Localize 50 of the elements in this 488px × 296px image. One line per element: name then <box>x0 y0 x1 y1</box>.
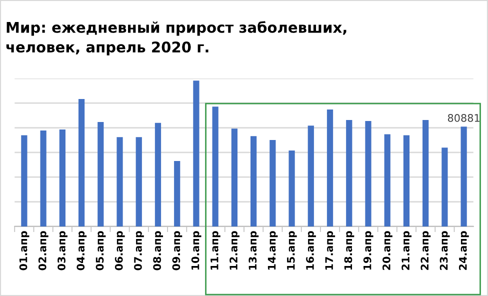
x-tick-label: 21.апр <box>402 231 412 270</box>
x-tick-label: 03.апр <box>58 231 68 270</box>
x-tick-label: 08.апр <box>153 231 164 270</box>
x-tick-label: 01.апр <box>19 231 30 270</box>
bar <box>98 122 104 226</box>
x-tick-label: 23.апр <box>440 231 450 270</box>
x-tick-label: 13.апр <box>248 231 259 270</box>
bar <box>308 126 314 226</box>
x-tick-label: 06.апр <box>114 231 125 270</box>
bar <box>40 130 46 226</box>
bar <box>365 120 372 226</box>
bar <box>250 136 257 226</box>
bar <box>174 160 180 226</box>
bar <box>21 135 28 226</box>
data-label: 80881 <box>448 114 480 122</box>
bar <box>422 120 429 226</box>
bar <box>59 130 66 226</box>
bar <box>116 137 123 226</box>
x-tick-label: 20.апр <box>382 231 392 270</box>
bar <box>212 106 218 226</box>
x-tick-label: 16.апр <box>306 231 316 270</box>
bar <box>384 134 390 226</box>
x-tick-label: 04.апр <box>76 231 87 270</box>
x-tick-label: 18.апр <box>344 231 354 270</box>
bar <box>270 140 276 226</box>
x-tick-label: 14.апр <box>268 231 278 270</box>
bar <box>442 148 448 226</box>
x-tick-label: 07.апр <box>134 231 144 270</box>
x-tick-label: 15.апр <box>287 231 297 270</box>
bar <box>346 120 352 226</box>
x-tick-label: 22.апр <box>420 231 431 270</box>
bar <box>193 80 200 226</box>
bar <box>154 122 162 226</box>
chart-title: Мир: ежедневный прирост заболевших, человек, апрель 2020 г. <box>6 21 346 56</box>
x-tick-label: 10.апр <box>191 231 202 270</box>
bar <box>326 110 334 226</box>
x-tick-label: 05.апр <box>96 231 106 270</box>
bar <box>460 126 467 226</box>
bar <box>403 135 410 226</box>
bar <box>78 99 85 226</box>
x-tick-label: 02.апр <box>38 231 48 270</box>
x-tick-label: 12.апр <box>230 231 240 270</box>
bar <box>231 128 238 226</box>
x-tick-label: 17.апр <box>325 231 336 270</box>
bar <box>136 137 142 226</box>
bar <box>288 150 295 226</box>
x-tick-label: 24.апр <box>458 231 469 270</box>
x-tick-label: 19.апр <box>363 231 374 270</box>
x-tick-label: 11.апр <box>210 231 220 270</box>
x-tick-label: 09.апр <box>172 231 182 270</box>
